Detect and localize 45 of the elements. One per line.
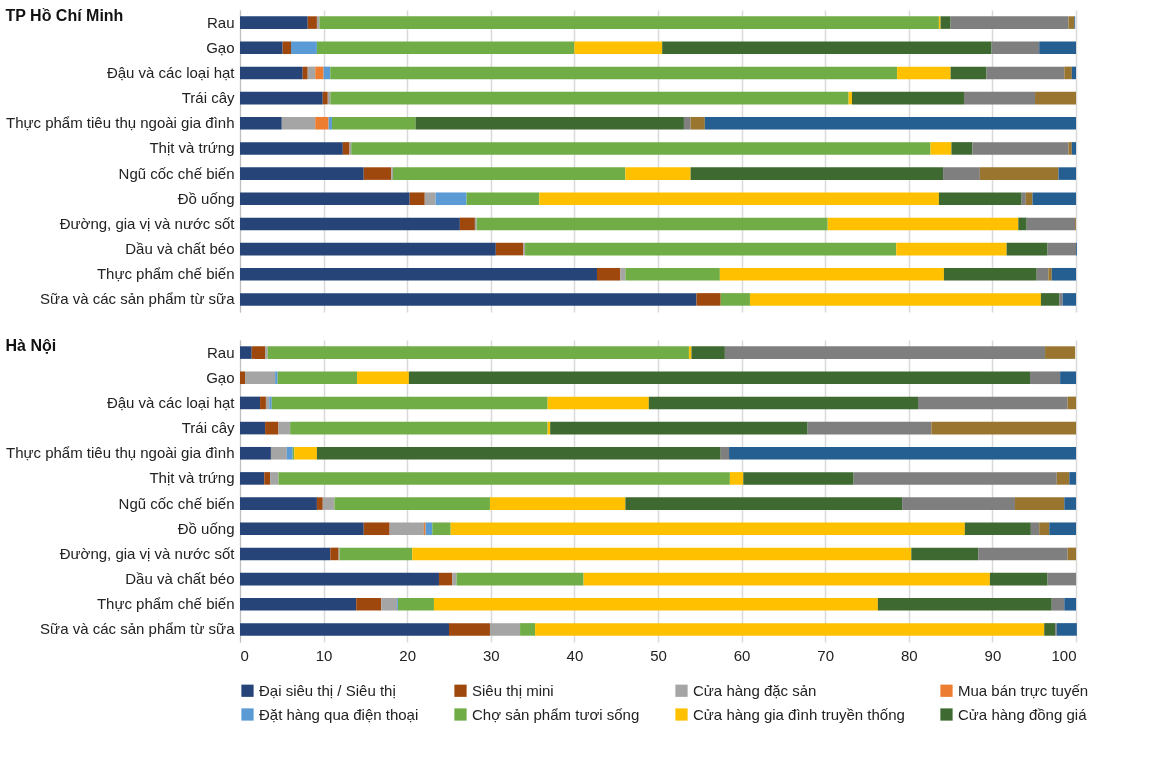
y-tick-label: Rau — [206, 343, 235, 361]
y-tick-label: Dầu và chất béo — [125, 570, 235, 588]
y-tick-label: Thực phẩm tiêu thụ ngoài gia đình — [5, 114, 235, 132]
y-tick-label: Trái cây — [181, 89, 235, 107]
y-tick-label: Đậu và các loại hạt — [106, 393, 236, 411]
legend-label: Đại siêu thị / Siêu thị — [259, 681, 396, 699]
legend-label: Cửa hàng đặc sản — [693, 681, 817, 699]
y-tick-label: Rau — [206, 13, 235, 31]
legend-label: Siêu thị mini — [472, 681, 554, 699]
x-tick-label: 50 — [650, 646, 667, 664]
x-tick-label: 30 — [482, 646, 500, 664]
y-tick-label: Trái cây — [181, 419, 235, 437]
x-tick-label: 0 — [240, 646, 249, 664]
y-tick-label: Đồ uống — [177, 519, 235, 537]
x-tick-label: 80 — [900, 646, 918, 664]
y-tick-label: Thực phẩm tiêu thụ ngoài gia đình — [5, 444, 235, 462]
x-tick-label: 90 — [984, 646, 1002, 664]
legend-label: Cửa hàng gia đình truyền thống — [693, 705, 905, 723]
legend-label: Cửa hàng đồng giá — [958, 705, 1088, 723]
y-tick-label: Dầu và chất béo — [125, 240, 235, 258]
x-tick-label: 10 — [315, 646, 333, 664]
y-tick-label: Sữa và các sản phẩm từ sữa — [40, 290, 236, 308]
legend-label: Đặt hàng qua điện thoại — [259, 705, 419, 723]
y-tick-label: Đồ uống — [177, 189, 235, 207]
y-tick-label: Thịt và trứng — [149, 469, 235, 487]
x-tick-label: 40 — [566, 646, 584, 664]
y-tick-label: Thịt và trứng — [149, 139, 235, 157]
y-tick-label: Đường, gia vị và nước sốt — [59, 544, 236, 562]
y-tick-label: Đường, gia vị và nước sốt — [59, 214, 236, 232]
y-tick-label: Đậu và các loại hạt — [106, 63, 236, 81]
y-tick-label: Sữa và các sản phẩm từ sữa — [40, 620, 236, 638]
legend-label: Chợ sản phẩm tươi sống — [472, 705, 640, 723]
y-tick-label: Ngũ cốc chế biến — [118, 494, 235, 512]
y-tick-label: Gạo — [206, 38, 235, 56]
y-tick-label: Gạo — [206, 368, 235, 386]
x-tick-label: 60 — [733, 646, 751, 664]
text: Hà Nội — [5, 337, 57, 354]
x-tick-label: 100 — [1051, 646, 1077, 664]
x-tick-label: 70 — [817, 646, 835, 664]
y-tick-label: Thực phẩm chế biến — [96, 595, 235, 613]
y-tick-label: Thực phẩm chế biến — [96, 265, 235, 283]
y-tick-label: Ngũ cốc chế biến — [118, 164, 235, 182]
text: TP Hồ Chí Minh — [5, 7, 124, 24]
x-tick-label: 20 — [399, 646, 417, 664]
legend-label: Mua bán trực tuyến — [958, 681, 1089, 699]
